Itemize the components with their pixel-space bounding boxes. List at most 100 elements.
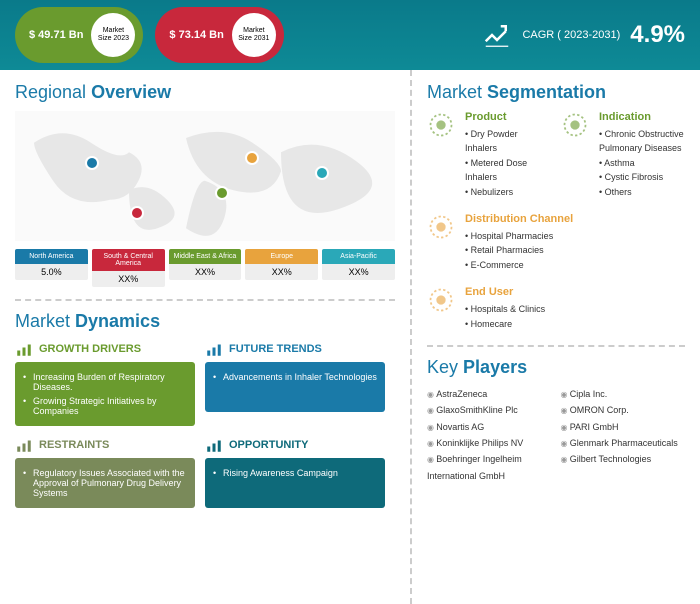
cagr-value: 4.9% [630, 21, 685, 49]
region-item: North America5.0% [15, 249, 88, 287]
section-icon [205, 436, 223, 454]
player-item: AstraZeneca [427, 386, 552, 402]
seg-item: Retail Pharmacies [465, 243, 685, 257]
map-dot [85, 156, 99, 170]
players-title: Key Players [427, 357, 685, 378]
region-value: XX% [92, 271, 165, 287]
dynamics-box: OPPORTUNITY Rising Awareness Campaign [205, 436, 385, 508]
section-icon [15, 340, 33, 358]
region-value: 5.0% [15, 264, 88, 280]
seg-item: Dry Powder Inhalers [465, 127, 551, 156]
dynamics-body: Rising Awareness Campaign [205, 458, 385, 508]
seg-icon [561, 111, 589, 139]
dynamics-title: Market Dynamics [15, 311, 395, 332]
regional-title: Regional Overview [15, 82, 395, 103]
seg-item: E-Commerce [465, 258, 685, 272]
seg-icon [427, 213, 455, 241]
map-silhouette [15, 111, 395, 241]
dynamics-item: Rising Awareness Campaign [213, 466, 377, 480]
divider [427, 345, 685, 347]
region-name: Middle East & Africa [169, 249, 242, 264]
seg-item: Cystic Fibrosis [599, 170, 685, 184]
seg-list: Dry Powder InhalersMetered Dose Inhalers… [465, 127, 551, 199]
region-item: EuropeXX% [245, 249, 318, 287]
player-item: Novartis AG [427, 419, 552, 435]
seg-title: End User [465, 286, 685, 298]
seg-title: Product [465, 111, 551, 123]
player-item: Cipla Inc. [561, 386, 686, 402]
market-size-2031-pill: $ 73.14 Bn MarketSize 2031 [155, 7, 283, 63]
map-dot [130, 206, 144, 220]
dynamics-grid: GROWTH DRIVERS Increasing Burden of Respi… [15, 340, 395, 508]
seg-item: Metered Dose Inhalers [465, 156, 551, 185]
region-value: XX% [245, 264, 318, 280]
dynamics-head: FUTURE TRENDS [205, 340, 385, 358]
dynamics-head: RESTRAINTS [15, 436, 195, 454]
seg-group: Product Dry Powder InhalersMetered Dose I… [427, 111, 551, 199]
dynamics-box: GROWTH DRIVERS Increasing Burden of Respi… [15, 340, 195, 426]
player-item: Gilbert Technologies [561, 451, 686, 467]
dynamics-box: RESTRAINTS Regulatory Issues Associated w… [15, 436, 195, 508]
section-icon [205, 340, 223, 358]
seg-item: Nebulizers [465, 185, 551, 199]
seg-group: Indication Chronic Obstructive Pulmonary … [561, 111, 685, 199]
pill2-circle: MarketSize 2031 [232, 13, 276, 57]
dynamics-head: OPPORTUNITY [205, 436, 385, 454]
header-bar: $ 49.71 Bn MarketSize 2023 $ 73.14 Bn Ma… [0, 0, 700, 70]
pill2-value: $ 73.14 Bn [169, 29, 223, 41]
seg-group: Distribution Channel Hospital PharmaciesR… [427, 213, 685, 272]
region-name: North America [15, 249, 88, 264]
seg-item: Others [599, 185, 685, 199]
seg-item: Hospitals & Clinics [465, 302, 685, 316]
region-item: Asia-PacificXX% [322, 249, 395, 287]
dynamics-body: Increasing Burden of Respiratory Disease… [15, 362, 195, 426]
segmentation-list: Product Dry Powder InhalersMetered Dose I… [427, 111, 685, 331]
region-name: South & Central America [92, 249, 165, 271]
growth-chart-icon [482, 20, 512, 50]
dynamics-box: FUTURE TRENDS Advancements in Inhaler Tec… [205, 340, 385, 426]
seg-item: Homecare [465, 317, 685, 331]
seg-list: Hospital PharmaciesRetail PharmaciesE-Co… [465, 229, 685, 272]
dynamics-head: GROWTH DRIVERS [15, 340, 195, 358]
segmentation-title: Market Segmentation [427, 82, 685, 103]
region-name: Asia-Pacific [322, 249, 395, 264]
world-map [15, 111, 395, 241]
player-item: PARI GmbH [561, 419, 686, 435]
dynamics-item: Growing Strategic Initiatives by Compani… [23, 394, 187, 418]
market-size-2023-pill: $ 49.71 Bn MarketSize 2023 [15, 7, 143, 63]
cagr-block: CAGR ( 2023-2031) 4.9% [482, 20, 685, 50]
dynamics-item: Advancements in Inhaler Technologies [213, 370, 377, 384]
seg-group: End User Hospitals & ClinicsHomecare [427, 286, 685, 331]
map-dot [245, 151, 259, 165]
right-column: Market Segmentation Product Dry Powder In… [410, 70, 700, 604]
section-icon [15, 436, 33, 454]
region-name: Europe [245, 249, 318, 264]
seg-item: Chronic Obstructive Pulmonary Diseases [599, 127, 685, 156]
player-item: GlaxoSmithKline Plc [427, 402, 552, 418]
pill1-value: $ 49.71 Bn [29, 29, 83, 41]
pill1-circle: MarketSize 2023 [91, 13, 135, 57]
seg-title: Distribution Channel [465, 213, 685, 225]
seg-item: Hospital Pharmacies [465, 229, 685, 243]
dynamics-body: Advancements in Inhaler Technologies [205, 362, 385, 412]
map-dot [315, 166, 329, 180]
map-dot [215, 186, 229, 200]
divider [15, 299, 395, 301]
seg-item: Asthma [599, 156, 685, 170]
player-item: Glenmark Pharmaceuticals [561, 435, 686, 451]
seg-icon [427, 286, 455, 314]
player-item: OMRON Corp. [561, 402, 686, 418]
region-item: South & Central AmericaXX% [92, 249, 165, 287]
dynamics-item: Increasing Burden of Respiratory Disease… [23, 370, 187, 394]
dynamics-body: Regulatory Issues Associated with the Ap… [15, 458, 195, 508]
region-list: North America5.0%South & Central America… [15, 249, 395, 287]
players-list: AstraZenecaGlaxoSmithKline PlcNovartis A… [427, 386, 685, 484]
region-value: XX% [322, 264, 395, 280]
region-item: Middle East & AfricaXX% [169, 249, 242, 287]
seg-list: Hospitals & ClinicsHomecare [465, 302, 685, 331]
player-item: Boehringer Ingelheim International GmbH [427, 451, 552, 484]
seg-title: Indication [599, 111, 685, 123]
seg-icon [427, 111, 455, 139]
seg-list: Chronic Obstructive Pulmonary DiseasesAs… [599, 127, 685, 199]
dynamics-item: Regulatory Issues Associated with the Ap… [23, 466, 187, 500]
